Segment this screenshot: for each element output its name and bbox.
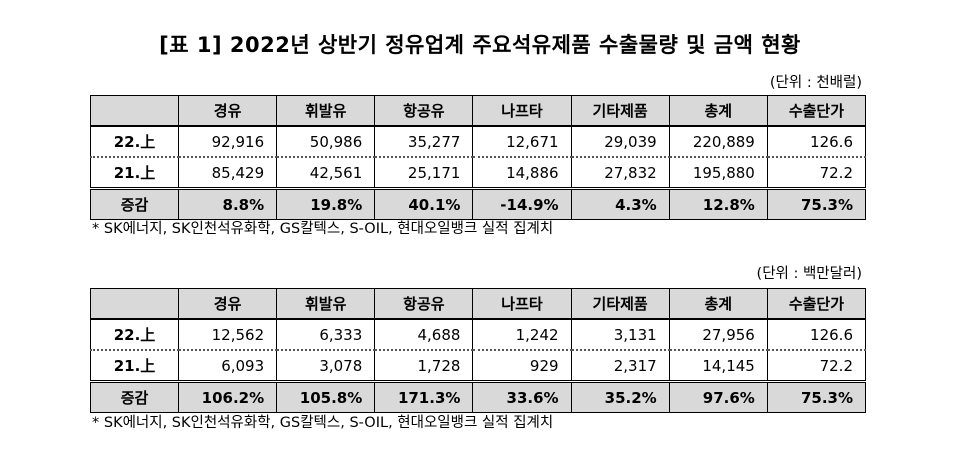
column-header: 총계 [668, 95, 768, 127]
row-label: 증감 [90, 187, 179, 220]
table-cell: 4,688 [374, 318, 474, 351]
table-cell: 40.1% [374, 187, 474, 220]
table-cell: 106.2% [177, 380, 278, 413]
table-row-change: 증감 106.2% 105.8% 171.3% 33.6% 35.2% 97.6… [90, 380, 867, 413]
table-cell: 35.2% [570, 380, 670, 413]
volume-footnote: * SK에너지, SK인천석유화학, GS칼텍스, S-OIL, 현대오일뱅크 … [92, 221, 554, 237]
table-cell: 35,277 [374, 125, 474, 158]
table-cell: 12,671 [472, 125, 572, 158]
table-cell: 14,145 [668, 349, 768, 382]
column-header: 수출단가 [766, 288, 867, 320]
table-cell: 4.3% [570, 187, 670, 220]
table-cell: 29,039 [570, 125, 670, 158]
table-cell: 25,171 [374, 156, 474, 189]
row-label: 21.上 [90, 156, 179, 189]
table-cell: 33.6% [472, 380, 572, 413]
column-header: 나프타 [472, 95, 572, 127]
table-cell: 97.6% [668, 380, 768, 413]
table-cell: 6,333 [276, 318, 376, 351]
table-cell: 2,317 [570, 349, 670, 382]
page-title: [표 1] 2022년 상반기 정유업계 주요석유제품 수출물량 및 금액 현황 [159, 33, 801, 57]
column-header: 경유 [177, 95, 278, 127]
table-cell: 12,562 [177, 318, 278, 351]
column-header: 휘발유 [276, 95, 376, 127]
table-header-row: 경유 휘발유 항공유 나프타 기타제품 총계 수출단가 [90, 95, 867, 127]
table-cell: 14,886 [472, 156, 572, 189]
table-cell: 1,728 [374, 349, 474, 382]
amount-unit-label: (단위 : 백만달러) [756, 266, 862, 282]
row-label: 22.上 [90, 125, 179, 158]
table-cell: 171.3% [374, 380, 474, 413]
table-cell: -14.9% [472, 187, 572, 220]
table-cell: 3,131 [570, 318, 670, 351]
table-cell: 105.8% [276, 380, 376, 413]
table-cell: 12.8% [668, 187, 768, 220]
amount-footnote: * SK에너지, SK인천석유화학, GS칼텍스, S-OIL, 현대오일뱅크 … [92, 415, 554, 431]
table-cell: 6,093 [177, 349, 278, 382]
table-cell: 42,561 [276, 156, 376, 189]
table-cell: 1,242 [472, 318, 572, 351]
table-cell: 75.3% [766, 187, 867, 220]
table-cell: 72.2 [766, 156, 867, 189]
table-cell: 3,078 [276, 349, 376, 382]
table-cell: 195,880 [668, 156, 768, 189]
column-header [90, 95, 179, 127]
table-cell: 220,889 [668, 125, 768, 158]
table-cell: 72.2 [766, 349, 867, 382]
table-cell: 8.8% [177, 187, 278, 220]
row-label: 21.上 [90, 349, 179, 382]
table-cell: 19.8% [276, 187, 376, 220]
column-header: 휘발유 [276, 288, 376, 320]
column-header: 총계 [668, 288, 768, 320]
table-cell: 92,916 [177, 125, 278, 158]
column-header: 항공유 [374, 95, 474, 127]
column-header: 수출단가 [766, 95, 867, 127]
table-header-row: 경유 휘발유 항공유 나프타 기타제품 총계 수출단가 [90, 288, 867, 320]
table-row: 22.上 12,562 6,333 4,688 1,242 3,131 27,9… [90, 318, 867, 351]
amount-table: 경유 휘발유 항공유 나프타 기타제품 총계 수출단가 22.上 12,562 … [90, 288, 867, 413]
table-row: 22.上 92,916 50,986 35,277 12,671 29,039 … [90, 125, 867, 158]
table-row-change: 증감 8.8% 19.8% 40.1% -14.9% 4.3% 12.8% 75… [90, 187, 867, 220]
row-label: 22.上 [90, 318, 179, 351]
table-cell: 126.6 [766, 125, 867, 158]
volume-table: 경유 휘발유 항공유 나프타 기타제품 총계 수출단가 22.上 92,916 … [90, 95, 867, 220]
table-cell: 50,986 [276, 125, 376, 158]
table-cell: 75.3% [766, 380, 867, 413]
table-cell: 27,832 [570, 156, 670, 189]
column-header [90, 288, 179, 320]
column-header: 나프타 [472, 288, 572, 320]
column-header: 항공유 [374, 288, 474, 320]
table-row: 21.上 85,429 42,561 25,171 14,886 27,832 … [90, 156, 867, 189]
volume-unit-label: (단위 : 천배럴) [769, 75, 862, 91]
column-header: 기타제품 [570, 95, 670, 127]
table-cell: 85,429 [177, 156, 278, 189]
table-cell: 126.6 [766, 318, 867, 351]
table-row: 21.上 6,093 3,078 1,728 929 2,317 14,145 … [90, 349, 867, 382]
table-cell: 27,956 [668, 318, 768, 351]
column-header: 기타제품 [570, 288, 670, 320]
table-cell: 929 [472, 349, 572, 382]
column-header: 경유 [177, 288, 278, 320]
row-label: 증감 [90, 380, 179, 413]
